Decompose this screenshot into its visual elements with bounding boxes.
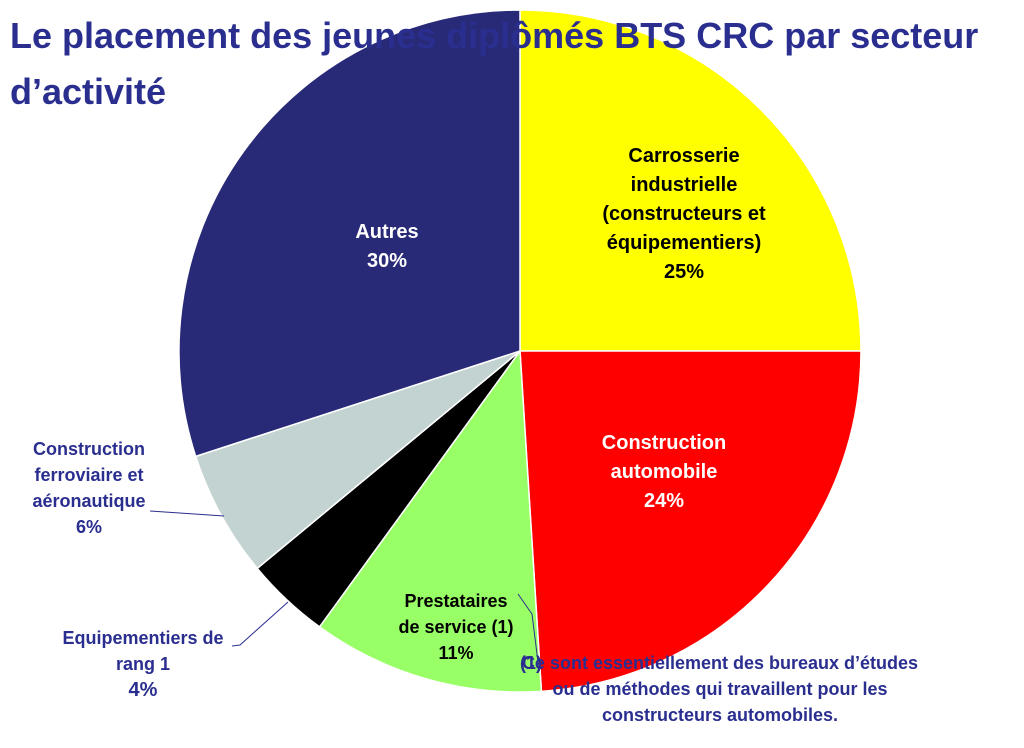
label-equipementiers-line: rang 1 (115, 654, 171, 674)
label-prestataires-line: Prestataires (404, 591, 508, 611)
label-equipementiers-value: 4% (128, 679, 158, 701)
label-prestataires-value: 11% (438, 643, 474, 663)
label-carrosserie-value: 25% (663, 261, 705, 283)
label-carrosserie-line: Carrosserie (628, 145, 740, 167)
label-ferroviaire-line: aéronautique (32, 491, 146, 511)
label-carrosserie-line: (constructeurs et (602, 203, 766, 225)
label-autres-line: Autres (355, 221, 419, 243)
leader-line-ferroviaire (149, 510, 225, 517)
leader-line-equipementiers (231, 601, 289, 647)
footnote-text: Ce sont essentiellement des bureaux d’ét… (521, 653, 919, 725)
label-ferroviaire-value: 6% (75, 517, 102, 537)
label-carrosserie-line: industrielle (630, 174, 738, 196)
footnote-marker: (1) (520, 653, 542, 673)
label-prestataires-line: de service (1) (398, 617, 514, 637)
pie-slice-autres (178, 9, 521, 458)
label-carrosserie: Carrosserie industrielle (constructeurs … (574, 142, 794, 287)
label-prestataires: Prestataires de service (1) 11% (382, 588, 530, 666)
label-construction-automobile-line: automobile (610, 461, 718, 483)
label-ferroviaire: Construction ferroviaire et aéronautique… (14, 436, 164, 540)
footnote: (1) Ce sont essentiellement des bureaux … (520, 650, 920, 728)
label-construction-automobile: Construction automobile 24% (574, 429, 754, 516)
label-ferroviaire-line: ferroviaire et (34, 465, 144, 485)
leader-lines (149, 510, 539, 663)
label-carrosserie-line: équipementiers) (606, 232, 762, 254)
label-equipementiers-rang1: Equipementiers de rang 1 4% (48, 625, 238, 703)
page-title: Le placement des jeunes diplômés BTS CRC… (10, 15, 979, 112)
label-construction-automobile-line: Construction (601, 432, 727, 454)
label-autres: Autres 30% (325, 218, 449, 276)
label-ferroviaire-line: Construction (33, 439, 145, 459)
pie-slice-ferroviaire (194, 350, 521, 570)
label-construction-automobile-value: 24% (643, 490, 685, 512)
leader-line-prestataires (517, 593, 539, 663)
label-autres-value: 30% (366, 250, 408, 272)
label-equipementiers-line: Equipementiers de (62, 628, 224, 648)
pie-slice-construction_auto (519, 350, 862, 693)
pie-slice-carrosserie (519, 9, 862, 352)
pie-slice-prestataires (318, 348, 543, 693)
pie-slices (178, 9, 862, 693)
